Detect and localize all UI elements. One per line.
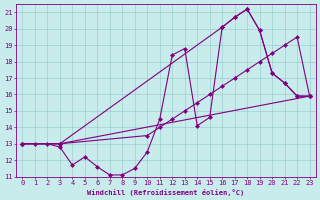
X-axis label: Windchill (Refroidissement éolien,°C): Windchill (Refroidissement éolien,°C) [87,189,244,196]
